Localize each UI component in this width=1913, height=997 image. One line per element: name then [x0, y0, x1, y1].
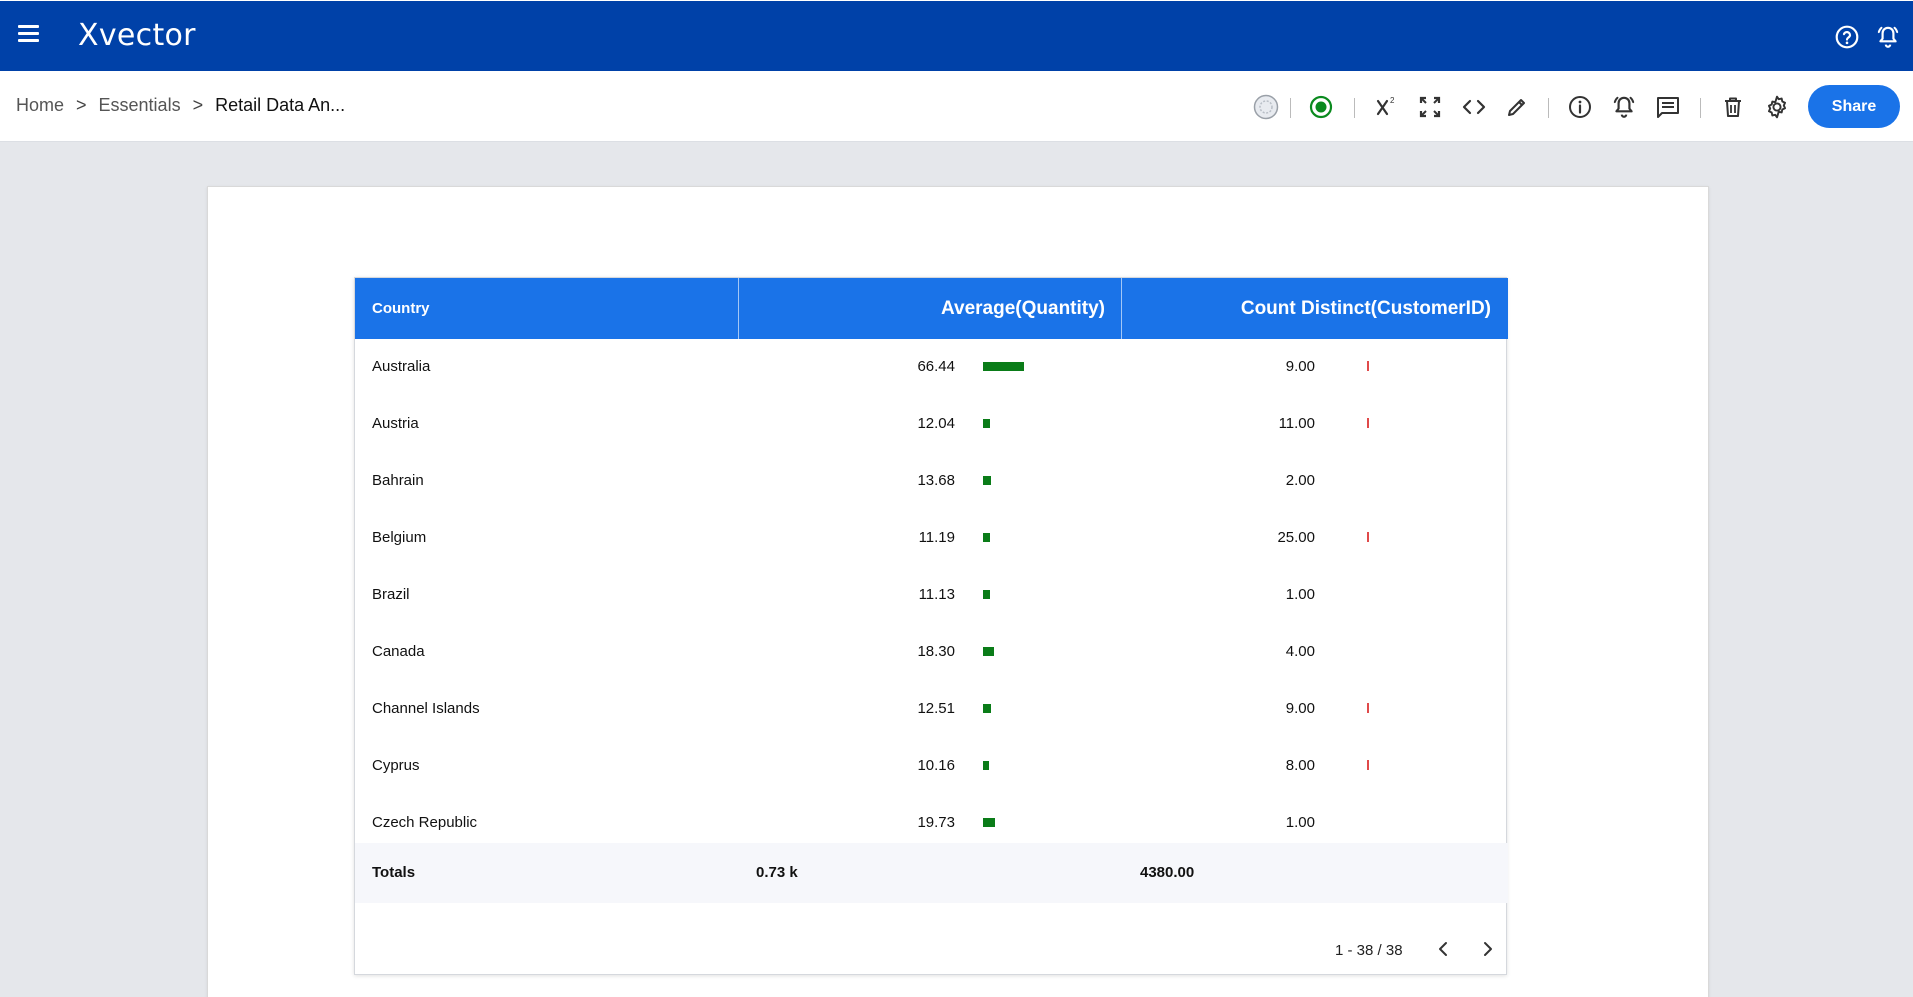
cell-country: Channel Islands: [372, 700, 480, 717]
average-quantity-databar: [983, 419, 990, 428]
embed-code-icon[interactable]: [1460, 93, 1488, 121]
table-widget: Country Average(Quantity) Count Distinct…: [354, 277, 1508, 975]
totals-count-distinct: 4380.00: [1140, 864, 1195, 881]
notification-bell-icon[interactable]: [1875, 24, 1901, 50]
comment-icon[interactable]: [1654, 93, 1682, 121]
cell-average-quantity: 11.19: [918, 529, 955, 546]
cell-country: Canada: [372, 643, 425, 660]
pagination-info: 1 - 38 / 38: [1335, 942, 1403, 959]
cell-count-distinct: 11.00: [1278, 415, 1315, 432]
cell-average-quantity: 18.30: [917, 643, 955, 660]
average-quantity-databar: [983, 761, 989, 770]
table-row[interactable]: Australia 66.44 9.00: [355, 340, 1508, 397]
table-header: Country Average(Quantity) Count Distinct…: [355, 278, 1508, 339]
column-header-count-distinct-customer[interactable]: Count Distinct(CustomerID): [1240, 297, 1491, 319]
cell-country: Cyprus: [372, 757, 420, 774]
count-distinct-databar: [1367, 361, 1369, 371]
edit-icon[interactable]: [1503, 93, 1531, 121]
cell-country: Austria: [372, 415, 419, 432]
menu-icon[interactable]: [16, 25, 42, 47]
average-quantity-databar: [983, 590, 990, 599]
report-canvas: Country Average(Quantity) Count Distinct…: [207, 186, 1709, 997]
toolbar-divider: [1354, 98, 1355, 118]
delete-icon[interactable]: [1719, 93, 1747, 121]
table-body: Australia 66.44 9.00 Austria 12.04 11.00 Bahra…: [355, 339, 1508, 843]
cell-country: Czech Republic: [372, 814, 478, 831]
column-header-average-quantity[interactable]: Average(Quantity): [739, 278, 1122, 339]
totals-average-quantity: 0.73 k: [756, 864, 798, 881]
cell-average-quantity: 19.73: [917, 814, 955, 831]
previous-page-button[interactable]: [1429, 934, 1459, 964]
cell-count-distinct: 1.00: [1285, 814, 1315, 831]
chevron-left-icon: [1439, 942, 1447, 956]
table-row[interactable]: Cyprus 10.16 8.00: [355, 739, 1508, 796]
cell-count-distinct: 2.00: [1285, 472, 1315, 489]
settings-icon[interactable]: [1763, 93, 1791, 121]
cell-count-distinct: 4.00: [1285, 643, 1315, 660]
cell-count-distinct: 8.00: [1285, 757, 1315, 774]
toolbar: Home > Essentials > Retail Data An... 2 …: [0, 71, 1913, 142]
totals-label: Totals: [372, 864, 416, 881]
totals-row: Totals 0.73 k 4380.00: [355, 843, 1508, 903]
breadcrumb-separator: >: [192, 95, 204, 115]
table-row[interactable]: Czech Republic 19.73 1.00: [355, 796, 1508, 853]
average-quantity-databar: [983, 704, 991, 713]
count-distinct-databar: [1367, 418, 1369, 428]
cell-average-quantity: 12.04: [917, 415, 955, 432]
breadcrumb-separator: >: [76, 95, 87, 115]
cell-average-quantity: 66.44: [917, 358, 955, 375]
cell-average-quantity: 12.51: [917, 700, 955, 717]
formula-icon[interactable]: 2: [1373, 93, 1401, 121]
count-distinct-databar: [1367, 760, 1369, 770]
cell-count-distinct: 1.00: [1285, 586, 1315, 603]
column-header-country[interactable]: Country: [355, 278, 739, 339]
breadcrumb-home[interactable]: Home: [16, 95, 65, 115]
help-icon[interactable]: [1834, 24, 1860, 50]
breadcrumb-current: Retail Data An...: [215, 95, 346, 115]
average-quantity-databar: [983, 533, 990, 542]
table-row[interactable]: Channel Islands 12.51 9.00: [355, 682, 1508, 739]
toolbar-divider: [1548, 98, 1549, 118]
table-row[interactable]: Austria 12.04 11.00: [355, 397, 1508, 454]
cell-average-quantity: 11.13: [918, 586, 955, 603]
table-row[interactable]: Canada 18.30 4.00: [355, 625, 1508, 682]
refresh-status-icon[interactable]: [1252, 93, 1280, 121]
fullscreen-icon[interactable]: [1416, 93, 1444, 121]
average-quantity-databar: [983, 362, 1024, 371]
toolbar-divider: [1290, 98, 1291, 118]
svg-text:2: 2: [1390, 96, 1395, 105]
count-distinct-databar: [1367, 532, 1369, 542]
cell-count-distinct: 9.00: [1285, 358, 1315, 375]
table-row[interactable]: Brazil 11.13 1.00: [355, 568, 1508, 625]
average-quantity-databar: [983, 818, 995, 827]
average-quantity-databar: [983, 647, 994, 656]
table-row[interactable]: Bahrain 13.68 2.00: [355, 454, 1508, 511]
app-logo[interactable]: Xvector: [78, 18, 196, 53]
cell-country: Belgium: [372, 529, 427, 546]
cell-country: Bahrain: [372, 472, 424, 489]
count-distinct-databar: [1367, 703, 1369, 713]
chevron-right-icon: [1484, 942, 1492, 956]
cell-average-quantity: 13.68: [917, 472, 955, 489]
table-row[interactable]: Belgium 11.19 25.00: [355, 511, 1508, 568]
toolbar-divider: [1700, 98, 1701, 118]
breadcrumb-essentials[interactable]: Essentials: [98, 95, 181, 115]
average-quantity-databar: [983, 476, 991, 485]
cell-average-quantity: 10.16: [917, 757, 955, 774]
breadcrumb: Home > Essentials > Retail Data An...: [16, 95, 345, 116]
cell-count-distinct: 9.00: [1285, 700, 1315, 717]
cell-count-distinct: 25.00: [1277, 529, 1315, 546]
top-app-bar: Xvector: [0, 0, 1913, 71]
alert-icon[interactable]: [1610, 93, 1638, 121]
share-button[interactable]: Share: [1808, 85, 1900, 128]
cell-country: Brazil: [372, 586, 410, 603]
next-page-button[interactable]: [1472, 934, 1502, 964]
cell-country: Australia: [372, 358, 431, 375]
info-icon[interactable]: [1566, 93, 1594, 121]
live-status-icon[interactable]: [1307, 93, 1335, 121]
